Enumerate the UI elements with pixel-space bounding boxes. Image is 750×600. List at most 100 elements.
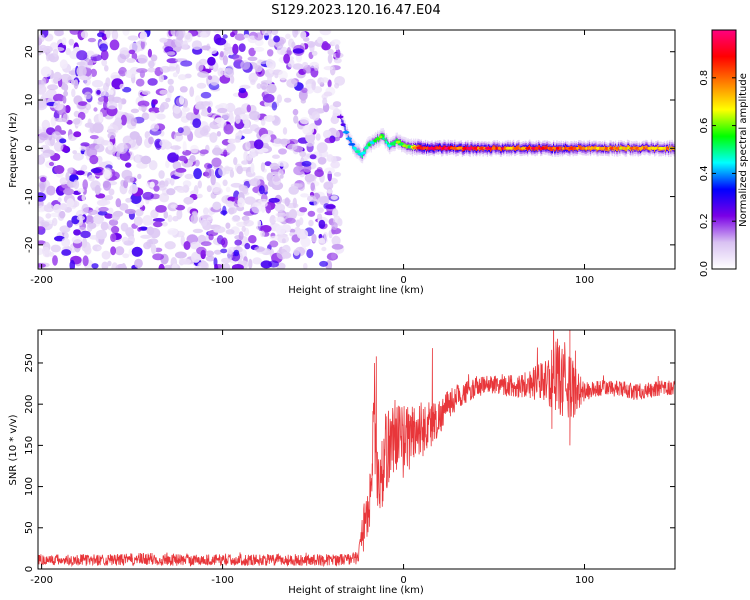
noise-blob	[163, 211, 169, 219]
noise-blob	[108, 207, 114, 214]
ridge-cell	[578, 145, 580, 150]
ridge-core	[547, 146, 550, 150]
noise-blob	[93, 138, 106, 146]
ridge-core	[552, 146, 557, 150]
noise-blob	[314, 169, 324, 178]
noise-blob	[129, 183, 138, 194]
noise-blob	[300, 236, 311, 248]
noise-blob	[98, 111, 104, 123]
noise-blob	[299, 117, 310, 125]
noise-blob	[287, 138, 299, 145]
noise-blob	[280, 49, 287, 56]
ridge-core	[484, 146, 492, 150]
noise-blob	[40, 152, 51, 158]
ridge-core	[489, 146, 492, 150]
noise-blob	[335, 48, 341, 59]
noise-blob	[108, 188, 115, 196]
noise-blob	[110, 233, 117, 243]
noise-blob	[105, 30, 111, 39]
noise-blob	[299, 207, 308, 213]
noise-blob	[319, 260, 329, 267]
noise-blob	[335, 44, 340, 51]
noise-blob	[309, 61, 320, 69]
noise-blob	[227, 138, 236, 144]
noise-blob	[272, 174, 282, 186]
noise-blob	[322, 97, 328, 106]
noise-blob	[196, 193, 203, 199]
noise-blob	[118, 99, 123, 111]
ridge-cell	[646, 145, 648, 149]
ridge-cell	[645, 145, 647, 149]
ridge-core	[348, 143, 356, 146]
ridge-core	[345, 137, 352, 141]
noise-blob	[84, 215, 95, 225]
noise-blob	[84, 91, 92, 100]
noise-blob	[269, 162, 280, 170]
noise-blob	[175, 204, 186, 211]
noise-blob	[227, 207, 237, 215]
ridge-core	[382, 137, 385, 141]
noise-blob	[244, 118, 250, 129]
ridge-core	[662, 146, 667, 150]
y-tick-label: 10	[24, 94, 35, 107]
x-tick-label: -100	[211, 575, 234, 586]
spectrogram-noise-blobs	[38, 30, 345, 269]
noise-blob	[200, 218, 208, 227]
noise-blob	[175, 251, 187, 259]
ridge-cell	[557, 147, 559, 152]
noise-blob	[185, 112, 195, 121]
ridge-core	[416, 146, 421, 150]
noise-blob	[199, 129, 209, 136]
noise-blob	[38, 97, 47, 107]
ridge-cell	[355, 148, 357, 152]
noise-blob	[176, 209, 183, 220]
snr-x-axis-label: Height of straight line (km)	[288, 585, 424, 596]
noise-blob	[205, 250, 214, 257]
noise-blob	[327, 48, 334, 56]
noise-blob	[332, 101, 342, 108]
noise-blob	[217, 67, 224, 77]
noise-blob	[182, 141, 187, 152]
noise-blob	[325, 204, 336, 210]
noise-blob	[242, 185, 249, 195]
noise-blob	[213, 30, 222, 33]
colorbar-tick-label: 0.6	[699, 118, 710, 134]
noise-blob	[54, 30, 64, 37]
ridge-core	[645, 146, 649, 150]
ridge-cell	[654, 147, 656, 152]
ridge-cell	[529, 144, 531, 150]
noise-blob	[323, 66, 334, 71]
noise-blob	[226, 43, 232, 54]
noise-blob	[221, 237, 228, 248]
noise-blob	[234, 239, 242, 246]
noise-blob	[204, 162, 212, 169]
noise-blob	[268, 197, 280, 203]
noise-blob	[137, 54, 148, 64]
ridge-core	[369, 141, 375, 145]
noise-blob	[65, 172, 70, 182]
noise-blob	[252, 257, 262, 265]
noise-blob	[274, 203, 286, 212]
noise-blob	[150, 123, 160, 132]
x-tick-label: -100	[211, 275, 234, 286]
noise-blob	[196, 82, 207, 89]
ridge-cell	[386, 141, 389, 145]
noise-blob	[326, 154, 334, 162]
noise-blob	[180, 126, 191, 136]
ridge-core	[419, 146, 423, 150]
noise-blob	[96, 199, 108, 207]
noise-blob	[278, 148, 287, 155]
noise-blob	[293, 115, 299, 124]
noise-blob	[38, 263, 46, 268]
noise-blob	[288, 185, 300, 195]
snr-series	[38, 330, 675, 568]
noise-blob	[300, 31, 307, 39]
ridge-cell	[399, 140, 402, 145]
ridge-cell	[546, 144, 548, 149]
noise-blob	[127, 35, 139, 41]
ridge-core	[595, 146, 600, 150]
noise-blob	[107, 124, 119, 135]
noise-blob	[276, 94, 282, 104]
noise-blob	[260, 118, 266, 126]
noise-blob	[65, 48, 71, 56]
